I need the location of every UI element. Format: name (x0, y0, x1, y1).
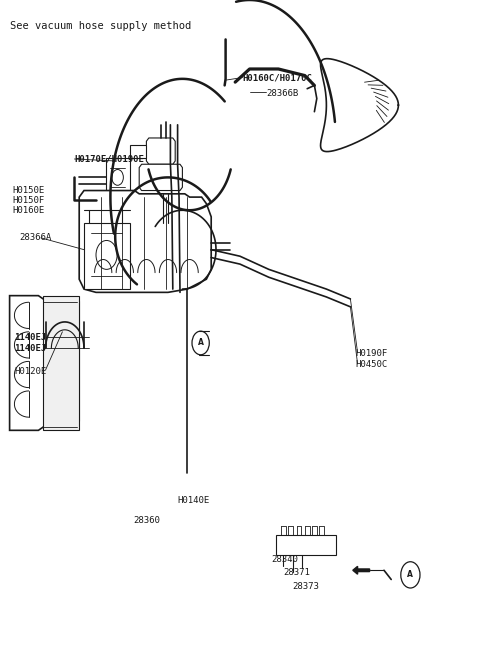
Text: See vacuum hose supply method: See vacuum hose supply method (10, 21, 191, 31)
FancyArrow shape (353, 566, 370, 574)
Text: H0160E: H0160E (12, 206, 44, 215)
Text: H0150F: H0150F (12, 196, 44, 205)
Polygon shape (106, 158, 130, 197)
Text: 28371: 28371 (283, 568, 310, 578)
Polygon shape (146, 138, 175, 164)
Text: 1140EJ: 1140EJ (14, 344, 47, 353)
Text: A: A (408, 570, 413, 579)
Polygon shape (10, 296, 79, 430)
Text: H0150E: H0150E (12, 186, 44, 195)
Text: H0170E/H0190E: H0170E/H0190E (74, 154, 144, 164)
Text: 28340: 28340 (271, 555, 298, 564)
Polygon shape (84, 223, 130, 289)
Text: 1140EJ: 1140EJ (14, 332, 47, 342)
Polygon shape (79, 191, 211, 292)
Text: H0190F: H0190F (355, 349, 387, 358)
Text: H0160C/H0170C: H0160C/H0170C (242, 73, 312, 82)
Text: 28360: 28360 (133, 516, 160, 525)
Polygon shape (321, 58, 398, 152)
Text: 28366B: 28366B (266, 89, 299, 99)
Text: 28366A: 28366A (19, 233, 51, 242)
Text: H0450C: H0450C (355, 360, 387, 369)
Text: H0140E: H0140E (178, 496, 210, 505)
Polygon shape (43, 296, 79, 430)
Polygon shape (276, 535, 336, 555)
Polygon shape (130, 145, 146, 158)
Text: A: A (198, 338, 204, 348)
Text: H0120E: H0120E (14, 367, 47, 376)
Polygon shape (139, 164, 182, 191)
Text: 28373: 28373 (293, 581, 320, 591)
